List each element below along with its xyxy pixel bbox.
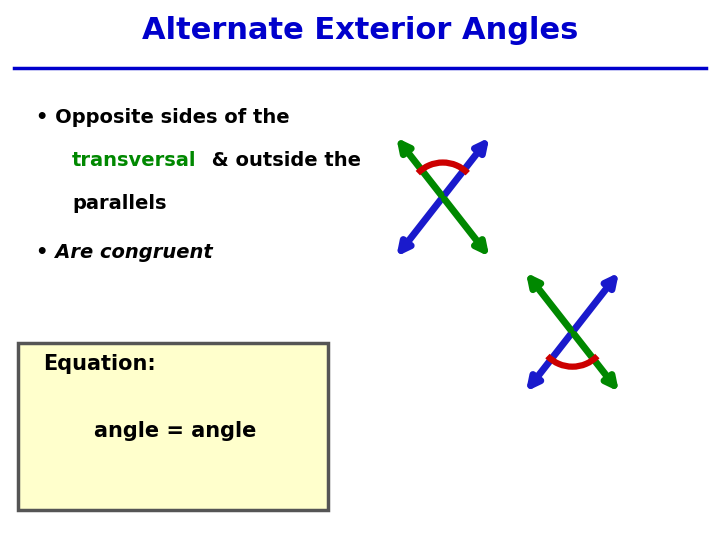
Text: Alternate Exterior Angles: Alternate Exterior Angles — [142, 16, 578, 45]
Text: • Are congruent: • Are congruent — [36, 243, 212, 262]
Text: Equation:: Equation: — [43, 354, 156, 374]
Text: transversal: transversal — [72, 151, 197, 170]
Text: angle = angle: angle = angle — [94, 421, 256, 441]
FancyBboxPatch shape — [18, 343, 328, 510]
Text: • Opposite sides of the: • Opposite sides of the — [36, 108, 289, 127]
Text: & outside the: & outside the — [205, 151, 361, 170]
Text: parallels: parallels — [72, 194, 166, 213]
